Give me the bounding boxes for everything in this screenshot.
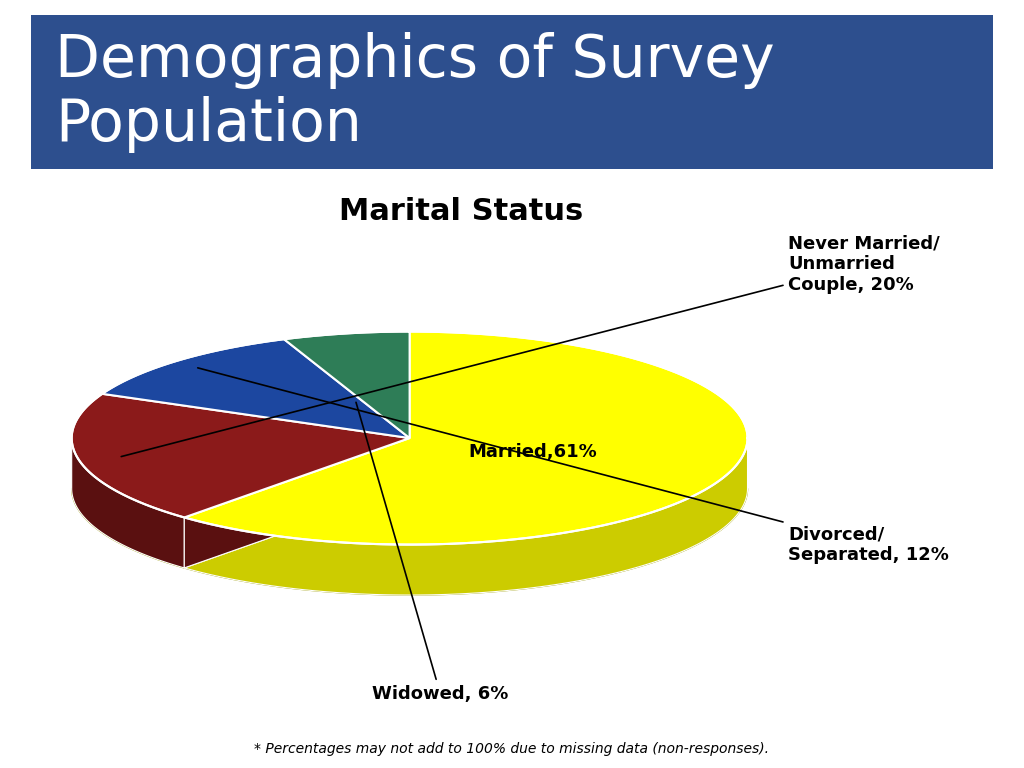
Polygon shape bbox=[184, 332, 748, 545]
Polygon shape bbox=[284, 332, 410, 438]
Polygon shape bbox=[184, 439, 748, 595]
Text: Widowed, 6%: Widowed, 6% bbox=[356, 402, 509, 703]
Text: * Percentages may not add to 100% due to missing data (non-responses).: * Percentages may not add to 100% due to… bbox=[255, 742, 769, 756]
Polygon shape bbox=[102, 339, 410, 438]
Text: Married,61%: Married,61% bbox=[468, 443, 597, 462]
Text: Marital Status: Marital Status bbox=[339, 197, 583, 226]
Polygon shape bbox=[184, 438, 410, 568]
Polygon shape bbox=[72, 439, 184, 568]
Text: Demographics of Survey
Population: Demographics of Survey Population bbox=[55, 31, 774, 153]
Text: Divorced/
Separated, 12%: Divorced/ Separated, 12% bbox=[198, 368, 949, 564]
Polygon shape bbox=[72, 394, 410, 518]
Polygon shape bbox=[184, 438, 410, 568]
Polygon shape bbox=[72, 488, 748, 595]
Text: Never Married/
Unmarried
Couple, 20%: Never Married/ Unmarried Couple, 20% bbox=[121, 234, 940, 456]
